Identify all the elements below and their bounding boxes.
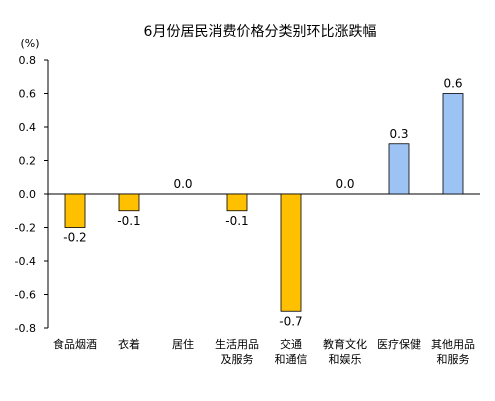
category-label: 衣着 bbox=[118, 337, 140, 351]
data-label: 0.6 bbox=[443, 77, 462, 91]
y-tick-label: 0.4 bbox=[19, 121, 37, 134]
category-label: 交通 bbox=[280, 337, 302, 351]
category-label: 居住 bbox=[172, 337, 194, 351]
category-label: 生活用品 bbox=[215, 337, 259, 351]
category-label: 和通信 bbox=[275, 353, 308, 366]
y-tick-label: 0.2 bbox=[19, 155, 37, 168]
y-tick-label: 0.6 bbox=[19, 88, 37, 101]
category-label: 医疗保健 bbox=[377, 337, 421, 351]
category-label: 和娱乐 bbox=[329, 352, 362, 366]
bar bbox=[442, 93, 464, 195]
y-tick-label: -0.2 bbox=[15, 222, 36, 235]
y-tick-label: -0.6 bbox=[15, 289, 36, 302]
y-tick-label: -0.8 bbox=[15, 322, 36, 335]
data-label: -0.1 bbox=[225, 214, 248, 228]
data-label: -0.2 bbox=[63, 231, 86, 245]
category-label: 其他用品 bbox=[431, 338, 475, 351]
bar bbox=[64, 193, 86, 228]
data-label: -0.1 bbox=[117, 214, 140, 228]
bar bbox=[280, 193, 302, 312]
y-axis-unit: (%) bbox=[20, 37, 39, 50]
data-label: 0.0 bbox=[335, 177, 354, 191]
bar bbox=[226, 193, 248, 212]
data-label: 0.0 bbox=[173, 177, 192, 191]
y-tick-label: 0.0 bbox=[19, 188, 37, 201]
category-label: 和服务 bbox=[437, 353, 470, 366]
bars bbox=[64, 93, 464, 312]
bar bbox=[118, 193, 140, 212]
category-label: 教育文化 bbox=[323, 337, 367, 351]
data-label: 0.3 bbox=[389, 127, 408, 141]
bar bbox=[388, 143, 410, 195]
category-label: 食品烟酒 bbox=[53, 337, 97, 351]
y-tick-label: 0.8 bbox=[19, 54, 37, 67]
data-label: -0.7 bbox=[279, 314, 302, 328]
chart-title: 6月份居民消费价格分类别环比涨跌幅 bbox=[144, 24, 377, 40]
y-tick-label: -0.4 bbox=[15, 255, 36, 268]
axes: 0.8 0.6 0.4 0.2 0.0 -0.2 -0.4 -0.6 -0.8 bbox=[15, 54, 480, 335]
category-label: 及服务 bbox=[221, 353, 254, 366]
data-labels: -0.2 -0.1 0.0 -0.1 -0.7 0.0 0.3 0.6 bbox=[63, 77, 462, 329]
